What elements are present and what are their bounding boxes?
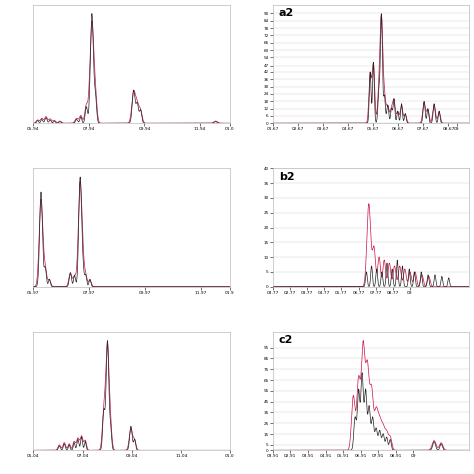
- Text: b2: b2: [279, 172, 294, 182]
- Text: a2: a2: [279, 9, 294, 18]
- Text: c2: c2: [279, 336, 293, 346]
